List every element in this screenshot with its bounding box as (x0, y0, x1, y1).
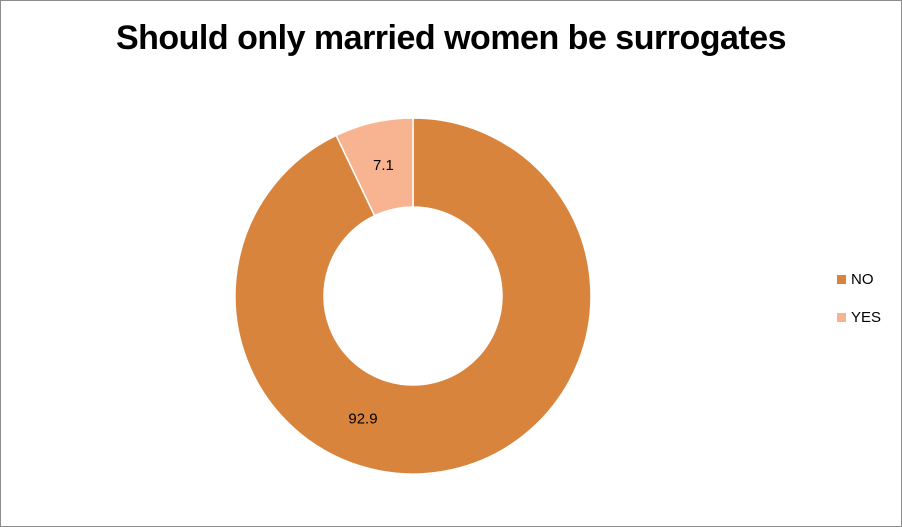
donut-slice-no (234, 117, 592, 475)
donut-slice-yes (335, 117, 414, 217)
legend: NO YES (837, 269, 881, 345)
legend-swatch-yes (837, 312, 846, 322)
chart-title: Should only married women be surrogates (115, 19, 787, 57)
legend-item-no: NO (837, 269, 881, 289)
data-label-yes: 7.1 (373, 157, 394, 174)
legend-label-no: NO (851, 270, 874, 288)
donut-slices (234, 117, 592, 475)
donut-data-labels: 92.9 7.1 (348, 157, 394, 428)
data-label-no: 92.9 (348, 411, 377, 428)
legend-label-yes: YES (851, 308, 882, 326)
legend-item-yes: YES (837, 307, 881, 327)
legend-swatch-no (837, 274, 846, 284)
